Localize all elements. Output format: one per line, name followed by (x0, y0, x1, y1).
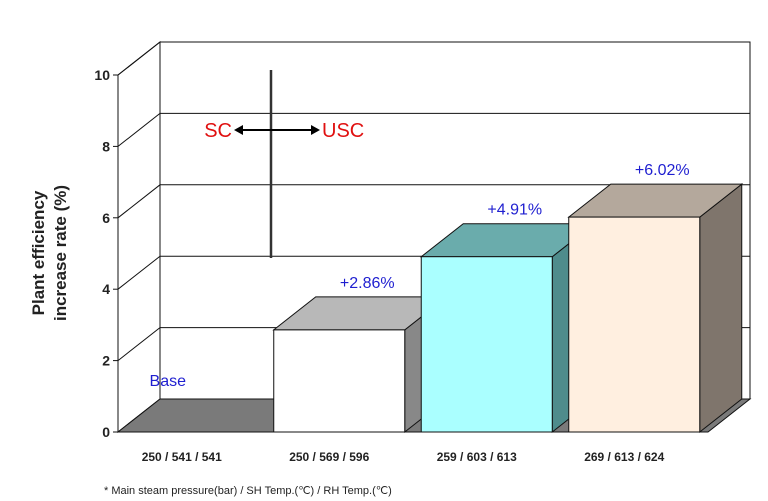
bar-2 (420, 256, 553, 433)
gridline (117, 112, 750, 147)
y-axis-label-line-1: Plant efficiency (29, 190, 48, 315)
y-tick-label: 2 (102, 353, 110, 369)
x-category-label: 269 / 613 / 624 (584, 450, 664, 464)
sc-label: SC (204, 120, 232, 142)
sc-usc-annotation: SC USC (204, 70, 364, 258)
y-tick-label: 8 (102, 138, 110, 154)
x-category-label: 250 / 541 / 541 (142, 450, 222, 464)
footnote: * Main steam pressure(bar) / SH Temp.(℃)… (104, 485, 392, 497)
bar-1 (273, 329, 406, 433)
gridline (117, 41, 750, 76)
y-tick-label: 10 (94, 67, 110, 83)
data-labels: Base +2.86% +4.91% +6.02% (150, 162, 690, 390)
gridline (117, 184, 750, 219)
y-axis-label-line-2: increase rate (%) (51, 185, 70, 321)
data-label: +4.91% (487, 202, 542, 219)
x-category-labels: 250 / 541 / 541 250 / 569 / 596 259 / 603 … (142, 450, 665, 464)
x-category-label: 259 / 603 / 613 (437, 450, 517, 464)
arrow-head-left (234, 125, 243, 135)
data-label: Base (150, 373, 187, 390)
bar-side-3 (699, 183, 743, 434)
bars (272, 183, 744, 434)
y-tick-labels: 0 2 4 6 8 10 (94, 67, 119, 440)
x-category-label: 250 / 569 / 596 (289, 450, 369, 464)
data-label: +2.86% (340, 275, 395, 292)
data-label: +6.02% (635, 162, 690, 179)
y-tick-label: 4 (102, 281, 110, 297)
y-tick-label: 0 (102, 424, 110, 440)
usc-label: USC (322, 120, 364, 142)
arrow-head-right (311, 125, 320, 135)
y-tick-label: 6 (102, 210, 110, 226)
bar-3 (568, 216, 701, 433)
